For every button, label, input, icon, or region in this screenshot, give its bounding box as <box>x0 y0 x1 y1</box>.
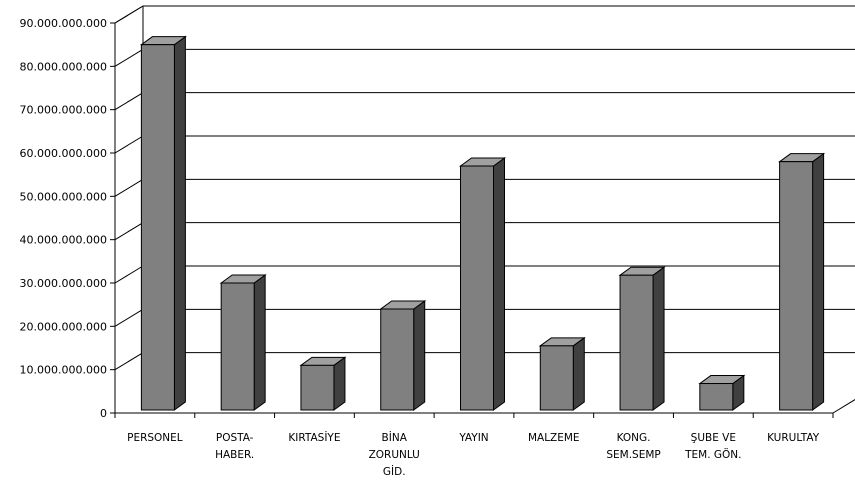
bar-5 <box>538 336 586 411</box>
x-category-label: KURULTAY <box>767 432 820 444</box>
bar-side <box>812 152 825 411</box>
side-wall-gridline <box>114 352 144 371</box>
bar-side <box>333 356 346 411</box>
bar-6 <box>618 266 666 411</box>
y-tick-label: 60.000.000.000 <box>20 147 107 160</box>
y-axis-tick-labels: 0 10.000.000.000 20.000.000.000 30.000.000.… <box>20 17 107 420</box>
bar-front <box>619 274 654 411</box>
bar-3 <box>379 300 427 411</box>
bar-1 <box>219 274 267 411</box>
x-axis-category-labels: PERSONEL POSTA-HABER. KIRTASİYE BİNA ZORUNLU… <box>127 431 820 478</box>
y-tick-label: 70.000.000.000 <box>20 104 107 117</box>
x-category-label: MALZEME <box>528 432 580 444</box>
bar-front <box>300 364 335 411</box>
bar-front <box>140 44 175 411</box>
x-category-label: YAYIN <box>458 432 488 444</box>
side-wall-gridline <box>114 5 144 24</box>
side-wall-gridline <box>114 135 144 154</box>
x-category-label: ŞUBE VE TEM. GÖN. <box>684 432 741 461</box>
bars <box>139 35 826 411</box>
y-tick-label: 20.000.000.000 <box>20 320 107 333</box>
x-category-label: POSTA-HABER. <box>215 432 254 461</box>
bar-front <box>380 308 415 411</box>
side-wall-gridline <box>114 265 144 284</box>
x-category-label: PERSONEL <box>127 432 183 444</box>
y-tick-label: 40.000.000.000 <box>20 234 107 247</box>
bar-0 <box>139 35 187 411</box>
bar-front <box>460 165 494 411</box>
x-category-label: BİNA ZORUNLU GİD. <box>369 431 420 478</box>
y-tick-label: 0 <box>100 407 107 420</box>
y-tick-label: 80.000.000.000 <box>20 60 107 73</box>
bar-7 <box>698 374 746 411</box>
bar-front <box>539 345 574 411</box>
side-wall-gridline <box>114 222 144 241</box>
bar-8 <box>778 152 826 411</box>
bar-front <box>779 161 814 411</box>
bar-front <box>220 282 255 411</box>
y-tick-label: 30.000.000.000 <box>20 277 107 290</box>
bar-side <box>652 266 665 411</box>
bar-side <box>173 35 186 411</box>
bar-front <box>699 383 734 411</box>
x-category-label: KONG. SEM.SEMP <box>606 432 660 461</box>
y-tick-label: 90.000.000.000 <box>20 17 107 30</box>
side-wall-gridline <box>114 48 144 67</box>
side-wall-gridline <box>114 178 144 197</box>
y-tick-label: 50.000.000.000 <box>20 190 107 203</box>
y-tick-label: 10.000.000.000 <box>20 364 107 377</box>
bar-4 <box>458 157 507 411</box>
bar-side <box>413 300 426 411</box>
floor-right-edge <box>832 399 855 414</box>
side-wall-gridline <box>114 92 144 111</box>
bar-side <box>572 336 585 411</box>
bar-side <box>493 157 505 411</box>
side-wall-gridline <box>114 308 144 327</box>
bar-2 <box>299 356 347 411</box>
bar-side <box>253 274 266 411</box>
x-category-label: KIRTASİYE <box>288 431 340 444</box>
